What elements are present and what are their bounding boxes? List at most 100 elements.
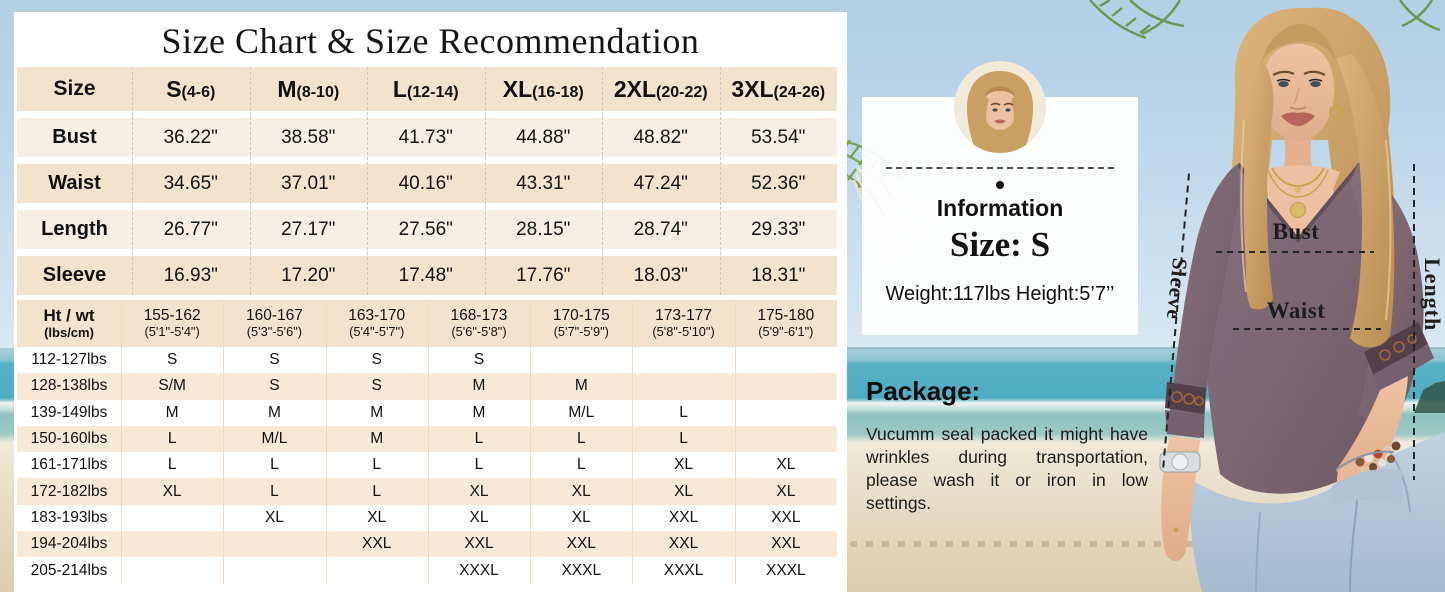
fit-table-corner: Ht / wt (lbs/cm) bbox=[17, 306, 121, 340]
measurement-value: 52.36" bbox=[751, 172, 806, 194]
height-column-header: 168-173 (5'6"-5'8") bbox=[428, 307, 530, 340]
measurement-label: Sleeve bbox=[42, 264, 107, 286]
recommended-size: S bbox=[371, 351, 382, 369]
length-dashed-line bbox=[1413, 164, 1415, 480]
weight-range: 168-173 bbox=[450, 307, 508, 325]
height-column-header: 155-162 (5'1"-5'4") bbox=[121, 307, 223, 340]
recommended-size: L bbox=[679, 403, 688, 421]
size-column-header: XL(16-18) bbox=[485, 76, 603, 103]
recommended-size: XL bbox=[469, 482, 489, 500]
size-column-header: 3XL(24-26) bbox=[720, 76, 838, 103]
size-range: (24-26) bbox=[773, 83, 826, 101]
measurement-value: 26.77" bbox=[163, 218, 218, 240]
recommended-size: XL bbox=[469, 508, 489, 526]
recommended-size: L bbox=[372, 482, 382, 500]
weight-label: 205-214lbs bbox=[30, 561, 108, 579]
recommended-size: XXL bbox=[771, 535, 801, 553]
page-title: Size Chart & Size Recommendation bbox=[161, 21, 700, 61]
recommended-size: XXL bbox=[566, 535, 596, 553]
recommended-size: XXL bbox=[668, 508, 699, 526]
measurement-value: 27.17" bbox=[281, 218, 336, 240]
recommended-size: M bbox=[472, 377, 486, 395]
column-separator bbox=[602, 67, 603, 295]
waist-annotation-label: Waist bbox=[1266, 298, 1326, 323]
recommended-size: L bbox=[270, 482, 279, 500]
measurement-label: Bust bbox=[52, 126, 97, 148]
column-separator bbox=[734, 300, 736, 584]
measurement-value: 37.01" bbox=[281, 172, 336, 194]
recommended-size: M bbox=[267, 403, 281, 421]
measurement-value: 18.03" bbox=[633, 264, 688, 286]
recommended-size: L bbox=[576, 456, 586, 474]
height-column-header: 175-180 (5'9"-6'1") bbox=[735, 307, 837, 340]
recommended-size: S/M bbox=[158, 377, 186, 395]
recommended-size: XXXL bbox=[766, 561, 806, 579]
weight-range: 163-170 bbox=[348, 307, 406, 325]
seaweed-line bbox=[850, 541, 1445, 547]
avatar-face-illustration bbox=[954, 61, 1046, 153]
recommended-size: S bbox=[269, 351, 280, 369]
size-range: (8-10) bbox=[296, 83, 340, 101]
waist-dashed-line bbox=[1233, 328, 1381, 330]
model-size-line: Size: S bbox=[949, 225, 1051, 264]
size-column-header: 2XL(20-22) bbox=[602, 76, 720, 103]
height-column-header: 173-177 (5'8"-5'10") bbox=[632, 307, 734, 340]
recommended-size: L bbox=[679, 430, 688, 448]
measurement-value: 16.93" bbox=[163, 264, 218, 286]
measurement-row: Bust 36.22" 38.58" 41.73" 44.88" 48.82" 53.54" bbox=[17, 118, 837, 157]
measurement-value: 28.74" bbox=[633, 218, 688, 240]
measurement-value: 53.54" bbox=[751, 126, 806, 148]
recommended-size: L bbox=[270, 456, 279, 474]
measurement-label: Length bbox=[41, 218, 108, 240]
fit-row: 112-127lbs S S S S bbox=[17, 347, 837, 374]
column-separator bbox=[325, 300, 327, 584]
recommended-size: M bbox=[370, 403, 384, 421]
height-range: (5'6"-5'8") bbox=[451, 324, 507, 340]
measurement-value: 41.73" bbox=[398, 126, 453, 148]
recommended-size: XL bbox=[571, 508, 591, 526]
height-range: (5'1"-5'4") bbox=[144, 324, 200, 340]
weight-range: 173-177 bbox=[655, 307, 712, 325]
size-range: (12-14) bbox=[406, 83, 459, 101]
measurement-value: 27.56" bbox=[398, 218, 453, 240]
recommended-size: S bbox=[473, 351, 485, 369]
column-separator bbox=[427, 300, 429, 584]
height-range: (5'3"-5'6") bbox=[246, 324, 303, 340]
recommended-size: XL bbox=[776, 456, 796, 474]
size-range: (4-6) bbox=[181, 83, 216, 101]
height-range: (5'8"-5'10") bbox=[652, 324, 715, 340]
recommended-size: XL bbox=[571, 482, 591, 500]
recommended-size: XXXL bbox=[663, 561, 704, 579]
size-range: (20-22) bbox=[656, 83, 708, 101]
fit-table: Ht / wt (lbs/cm) 155-162 (5'1"-5'4") 160-167… bbox=[17, 300, 837, 584]
model-detail-line: Weight:117lbs Height:5’7’’ bbox=[885, 283, 1115, 305]
fit-row: 150-160lbs L M/L M L L L bbox=[17, 425, 837, 453]
fit-table-header-row: Ht / wt (lbs/cm) 155-162 (5'1"-5'4") 160-167… bbox=[17, 300, 837, 347]
height-column-header: 163-170 (5'4"-5'7") bbox=[326, 307, 428, 340]
recommended-size: XL bbox=[776, 482, 796, 500]
measurement-value: 48.82" bbox=[633, 126, 688, 148]
recommended-size: XL bbox=[264, 508, 284, 526]
weight-range: 155-162 bbox=[143, 307, 201, 325]
recommended-size: L bbox=[167, 430, 177, 448]
weight-label: 112-127lbs bbox=[31, 351, 107, 369]
column-separator bbox=[632, 300, 634, 584]
recommended-size: XL bbox=[162, 482, 182, 500]
package-text: Vucumm seal packed it might have wrinkle… bbox=[866, 424, 1148, 514]
package-heading: Package: bbox=[866, 376, 981, 406]
size-chart-card: Size Chart & Size Recommendation Size S(4… bbox=[14, 12, 847, 592]
size-column-header: S(4-6) bbox=[132, 76, 250, 103]
palm-top-decoration bbox=[1089, 0, 1441, 40]
measurement-row: Waist 34.65" 37.01" 40.16" 43.31" 47.24" 52.36… bbox=[17, 164, 837, 203]
bust-annotation-label: Bust bbox=[1272, 219, 1320, 244]
column-separator bbox=[367, 67, 368, 295]
fit-row: 161-171lbs L L L L L XL XL bbox=[17, 452, 837, 479]
size-column-header: L(12-14) bbox=[367, 76, 485, 103]
measurement-value: 44.88" bbox=[516, 126, 571, 148]
recommended-size: XL bbox=[674, 482, 694, 500]
weight-range: 160-167 bbox=[245, 307, 303, 325]
bullet-dot bbox=[996, 181, 1004, 189]
size-letter: S bbox=[166, 75, 182, 102]
measurement-value: 34.65" bbox=[163, 172, 218, 194]
